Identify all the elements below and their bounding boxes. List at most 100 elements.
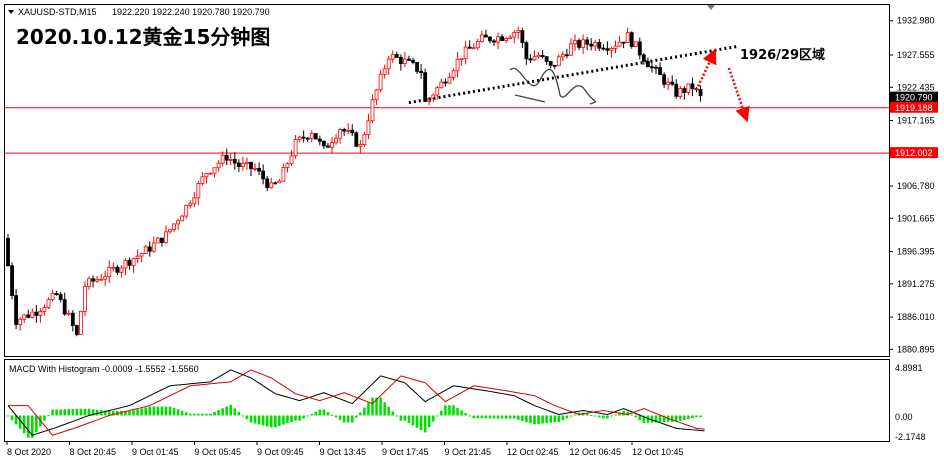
candle-body [107, 266, 112, 278]
candle-body [350, 129, 355, 134]
macd-histogram-bar [217, 410, 220, 416]
candle-body [463, 46, 468, 60]
macd-histogram-bar [164, 406, 168, 416]
macd-histogram-bar [456, 407, 459, 416]
candle-body [228, 159, 233, 161]
candle-body [370, 99, 375, 122]
candle-body [520, 30, 525, 43]
candle-body [459, 58, 464, 61]
candle-body [354, 132, 359, 147]
candle-body [532, 56, 537, 61]
macd-histogram-bar [193, 413, 196, 416]
macd-histogram-bar [557, 415, 561, 423]
candle-body [492, 40, 496, 43]
candle-body [309, 133, 314, 139]
macd-histogram-bar [476, 415, 480, 419]
price-tag-label: 1919.188 [895, 103, 933, 113]
macd-indicator [6, 369, 705, 438]
macd-axis-top: 4.8981 [895, 363, 923, 373]
macd-histogram-bar [504, 415, 508, 419]
macd-histogram-bar [51, 409, 54, 416]
candle-body [139, 253, 144, 257]
candle-body [273, 182, 278, 185]
macd-histogram-bar [642, 415, 646, 423]
macd-histogram-bar [508, 415, 512, 419]
time-tick-label: 12 Oct 10:45 [632, 447, 684, 457]
candle-body [346, 129, 351, 132]
candle-body [516, 30, 521, 33]
macd-histogram-bar [549, 415, 552, 423]
candle-body [103, 276, 108, 280]
macd-histogram-bar [338, 415, 342, 420]
macd-histogram-bar [112, 411, 115, 416]
candle-body [6, 237, 10, 267]
macd-histogram-bar [26, 415, 30, 438]
candle-body [46, 299, 51, 309]
candle-body [508, 36, 513, 39]
candle-body [192, 197, 197, 205]
candle-body [123, 259, 128, 269]
macd-histogram-bar [346, 415, 350, 423]
price-tick-label: 1901.665 [897, 213, 935, 223]
macd-histogram-bar [436, 415, 439, 417]
macd-histogram-bar [679, 415, 682, 421]
candle-body [265, 178, 270, 189]
macd-histogram-bar [334, 415, 338, 418]
time-axis: 8 Oct 2020 8 Oct 20:45 9 Oct 01:45 9 Oct 05… [6, 441, 684, 457]
macd-histogram-bar [691, 415, 694, 419]
macd-histogram-bar [638, 415, 642, 421]
macd-histogram-bar [144, 407, 147, 416]
macd-histogram-bar [47, 415, 50, 417]
macd-histogram-bar [525, 415, 528, 423]
candle-body [95, 278, 99, 282]
macd-histogram-bar [419, 415, 423, 431]
macd-histogram-bar [43, 415, 46, 421]
macd-histogram-bar [286, 415, 289, 424]
macd-histogram-bar [687, 415, 690, 420]
dropdown-triangle-icon[interactable] [8, 10, 14, 14]
macd-histogram-bar [610, 415, 613, 417]
macd-histogram-bar [140, 408, 143, 416]
candle-body [321, 140, 326, 147]
macd-histogram-bar [415, 415, 419, 428]
macd-histogram-bar [585, 413, 589, 416]
candle-body [200, 176, 205, 184]
candle-body [593, 42, 598, 47]
macd-histogram-bar [188, 413, 192, 416]
macd-histogram-bar [650, 415, 654, 423]
macd-histogram-bar [598, 415, 601, 418]
candle-body [224, 154, 229, 161]
candle-body [467, 46, 472, 49]
candle-body [30, 311, 35, 318]
macd-histogram-bar [630, 414, 633, 416]
macd-histogram-bar [225, 406, 228, 416]
macd-histogram-bar [298, 415, 301, 421]
candle-body [674, 83, 679, 97]
candle-body [488, 36, 492, 42]
candle-body [548, 61, 553, 66]
macd-histogram-bar [233, 408, 237, 416]
macd-histogram-bar [569, 415, 573, 417]
candle-body [581, 39, 585, 48]
candle-body [528, 58, 533, 61]
candle-body [34, 311, 39, 316]
macd-histogram-bar [440, 410, 443, 416]
candle-body [451, 70, 456, 78]
macd-histogram-bar [18, 415, 22, 429]
macd-histogram-bar [261, 415, 265, 426]
macd-histogram-bar [241, 415, 245, 417]
candle-body [196, 183, 201, 199]
macd-histogram-bar [314, 411, 318, 416]
candle-body [313, 133, 318, 140]
projection-arrow [727, 67, 750, 123]
candle-body [176, 220, 181, 225]
macd-histogram-bar [695, 415, 698, 418]
candle-body [188, 203, 193, 206]
time-tick-label: 12 Oct 06:45 [570, 447, 622, 457]
candle-body [131, 258, 136, 266]
candle-body [382, 68, 387, 75]
macd-histogram-bar [411, 415, 415, 426]
macd-histogram-bar [124, 411, 127, 416]
candle-body [240, 163, 245, 167]
